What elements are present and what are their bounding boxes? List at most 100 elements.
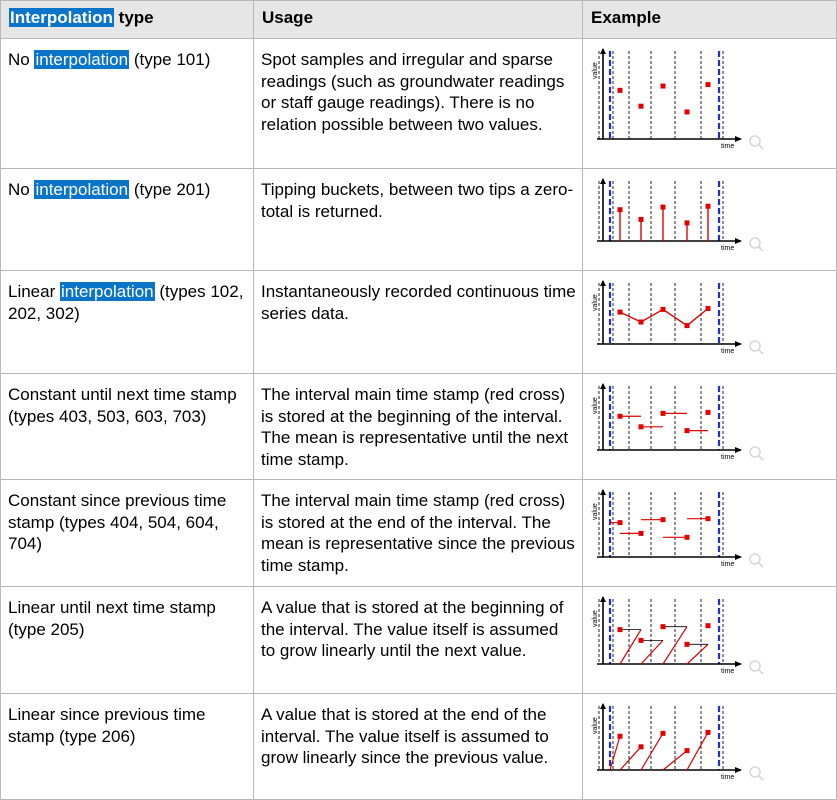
data-point (660, 83, 666, 89)
data-point (684, 109, 690, 115)
ramp-line (686, 732, 709, 771)
table-row: No interpolation (type 101) Spot samples… (0, 38, 837, 169)
example-cell: time (582, 168, 837, 271)
y-axis-label: value (592, 503, 599, 520)
y-axis-label: value (592, 294, 599, 311)
data-point (660, 517, 666, 523)
data-point (638, 637, 644, 643)
y-axis-arrow (600, 489, 606, 495)
example-graph[interactable]: time value (583, 480, 835, 585)
table-row: Constant since previous time stamp (type… (0, 479, 837, 587)
y-axis-label: value (592, 717, 599, 734)
data-point (705, 729, 711, 735)
data-point (705, 82, 711, 88)
data-point (684, 641, 690, 647)
data-point (684, 748, 690, 754)
zoom-icon (749, 237, 764, 252)
data-point (684, 323, 690, 329)
search-highlight: interpolation (59, 282, 155, 301)
example-cell: time value (582, 38, 837, 169)
data-point (617, 627, 623, 633)
zoom-icon (749, 340, 764, 355)
header-example: Example (582, 0, 837, 39)
search-highlight: Interpolation (9, 8, 114, 27)
table-row: Constant until next time stamp (types 40… (0, 373, 837, 480)
data-point (660, 410, 666, 416)
data-point (617, 733, 623, 739)
table-row: Linear since previous time stamp (type 2… (0, 693, 837, 800)
y-axis-arrow (600, 280, 606, 286)
data-point (617, 309, 623, 315)
data-point (705, 203, 711, 209)
x-axis-label: time (721, 348, 734, 355)
zoom-icon (749, 446, 764, 461)
y-axis-label: value (592, 397, 599, 414)
table-row: Linear until next time stamp (type 205) … (0, 586, 837, 694)
usage-cell: A value that is stored at the beginning … (253, 586, 583, 694)
example-cell: time value (582, 693, 837, 800)
header-usage: Usage (253, 0, 583, 39)
header-row: Interpolation type Usage Example (0, 0, 837, 39)
zoom-icon (749, 135, 764, 150)
data-point (705, 516, 711, 522)
x-axis-label: time (721, 561, 734, 568)
zoom-icon (749, 553, 764, 568)
usage-cell: A value that is stored at the end of the… (253, 693, 583, 800)
search-highlight: interpolation (34, 50, 130, 69)
y-axis-label: value (592, 610, 599, 627)
ramp-line (609, 736, 621, 771)
usage-cell: Instantaneously recorded continuous time… (253, 270, 583, 374)
data-point (705, 623, 711, 629)
x-axis-arrow (735, 661, 742, 667)
data-point (617, 520, 623, 526)
example-graph[interactable]: time value (583, 374, 835, 478)
data-point (638, 424, 644, 430)
example-graph[interactable]: time value (583, 271, 835, 372)
data-point (617, 207, 623, 213)
search-highlight: interpolation (34, 180, 130, 199)
usage-cell: Spot samples and irregular and sparse re… (253, 38, 583, 169)
y-axis-arrow (600, 383, 606, 389)
ramp-line (619, 746, 642, 771)
y-axis-arrow (600, 596, 606, 602)
example-graph[interactable]: time (583, 169, 835, 269)
ramp-line (640, 733, 664, 771)
example-cell: time value (582, 586, 837, 694)
data-point (660, 730, 666, 736)
x-axis-label: time (721, 143, 734, 150)
x-axis-arrow (735, 554, 742, 560)
data-point (660, 306, 666, 312)
data-point (705, 306, 711, 311)
type-cell: Constant since previous time stamp (type… (0, 479, 254, 587)
ramp-line (686, 643, 709, 665)
data-point (617, 87, 623, 93)
x-axis-label: time (721, 774, 734, 781)
zoom-icon (749, 660, 764, 675)
example-cell: time value (582, 270, 837, 374)
example-graph[interactable]: time value (583, 39, 835, 167)
x-axis-arrow (735, 136, 742, 142)
data-point (660, 624, 666, 630)
x-axis-arrow (735, 767, 742, 773)
header-type: Interpolation type (0, 0, 254, 39)
x-axis-label: time (721, 245, 734, 252)
example-cell: time value (582, 373, 837, 480)
y-axis-label: value (592, 62, 599, 79)
y-axis-arrow (600, 178, 606, 184)
example-cell: time value (582, 479, 837, 587)
data-point (684, 428, 690, 434)
data-point (638, 103, 644, 109)
ramp-line (619, 629, 642, 665)
type-cell: Linear interpolation (types 102, 202, 30… (0, 270, 254, 374)
example-graph[interactable]: time value (583, 587, 835, 692)
type-cell: Linear since previous time stamp (type 2… (0, 693, 254, 800)
data-point (684, 534, 690, 540)
ramp-line (662, 626, 688, 665)
x-axis-arrow (735, 447, 742, 453)
y-axis-arrow (600, 703, 606, 709)
data-point (638, 216, 644, 222)
usage-cell: Tipping buckets, between two tips a zero… (253, 168, 583, 271)
type-cell: No interpolation (type 201) (0, 168, 254, 271)
example-graph[interactable]: time value (583, 694, 835, 798)
